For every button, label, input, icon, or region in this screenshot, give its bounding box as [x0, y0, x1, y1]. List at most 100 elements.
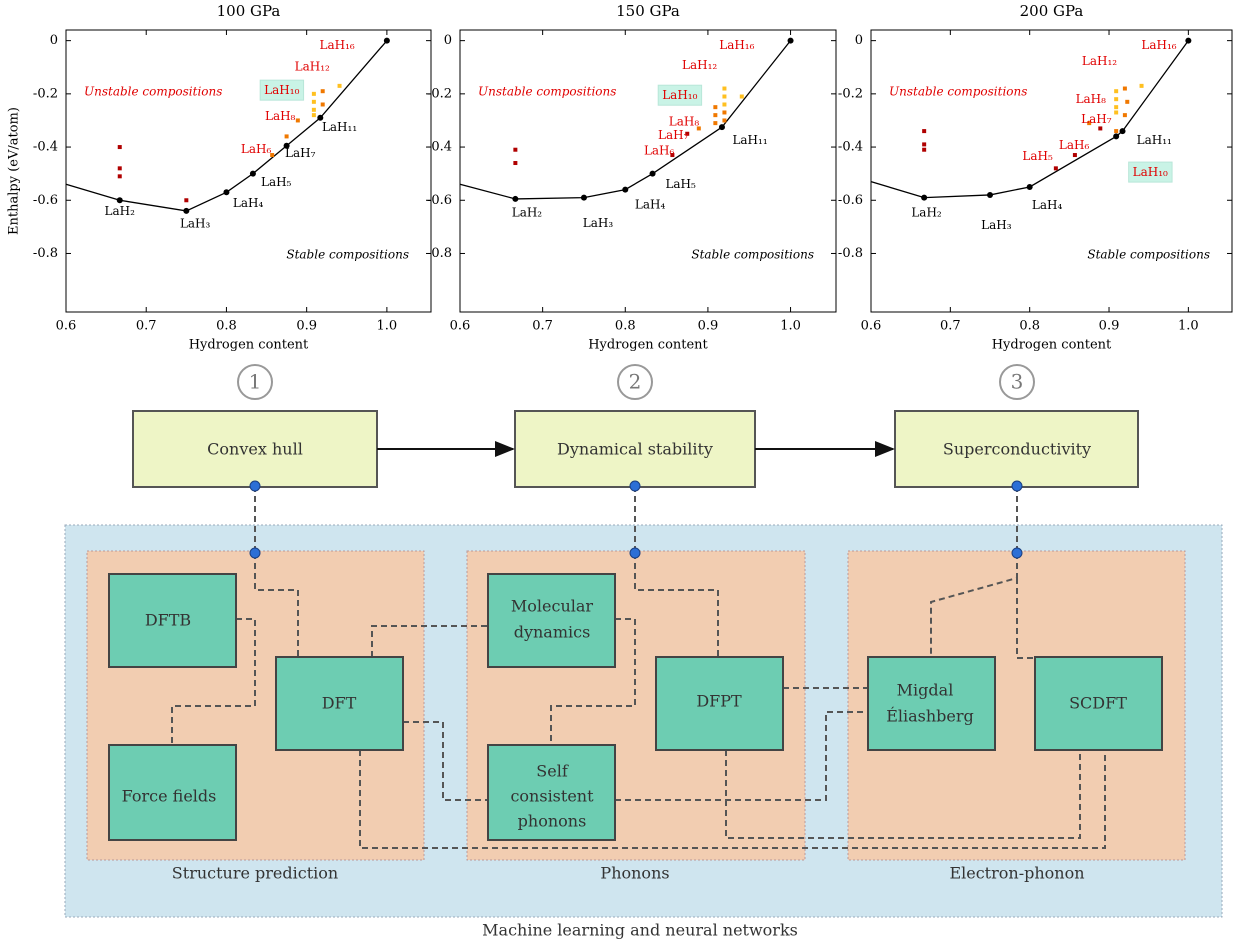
y-axis-label: Enthalpy (eV/atom): [7, 107, 22, 235]
unstable-point: [1122, 113, 1127, 118]
stable-point: [987, 191, 994, 198]
unstable-point: [337, 83, 342, 88]
group-label: Electron-phonon: [949, 864, 1084, 883]
port: [629, 547, 641, 559]
x-tick-label: 0.7: [940, 319, 961, 334]
unstable-point: [685, 131, 690, 136]
node-label: Migdal: [897, 681, 954, 700]
unstable-point: [922, 147, 927, 152]
stage-label: Convex hull: [207, 440, 303, 459]
region-label: Unstable compositions: [84, 85, 222, 99]
unstable-point: [270, 153, 275, 158]
unstable-point: [1053, 166, 1058, 171]
port: [1011, 480, 1023, 492]
compound-label: LaH₄: [635, 197, 666, 211]
unstable-point: [722, 110, 727, 115]
x-axis-label: Hydrogen content: [588, 338, 708, 353]
step-number: 3: [1011, 370, 1024, 394]
connector: [371, 625, 488, 657]
step-number: 1: [249, 370, 262, 394]
unstable-point: [1087, 121, 1092, 126]
compound-label: LaH₁₂: [1082, 54, 1117, 68]
y-tick-label: 0: [855, 33, 863, 48]
stable-point: [649, 170, 656, 177]
compound-label: LaH₂: [105, 204, 136, 218]
node-label: DFTB: [145, 611, 191, 630]
compound-label: LaH₁₀: [662, 88, 697, 102]
compound-label: LaH₄: [233, 196, 264, 210]
x-tick-label: 0.6: [861, 319, 882, 334]
method-node: [108, 744, 237, 841]
region-label: Stable compositions: [1087, 248, 1210, 262]
region-label: Stable compositions: [691, 248, 814, 262]
compound-label: LaH₂: [512, 205, 543, 219]
connector: [615, 711, 868, 801]
stable-point: [317, 114, 324, 121]
unstable-point: [1114, 129, 1119, 134]
x-tick-label: 1.0: [780, 319, 801, 334]
node-label: Molecular: [511, 597, 594, 616]
node-label: dynamics: [514, 623, 591, 642]
chart-title: 200 GPa: [1020, 2, 1084, 20]
connector: [403, 721, 488, 801]
region-label: Unstable compositions: [889, 85, 1027, 99]
y-tick-label: 0: [50, 33, 58, 48]
stable-point: [1113, 133, 1120, 140]
x-tick-label: 0.8: [1019, 319, 1040, 334]
region-label: Stable compositions: [286, 248, 409, 262]
compound-label: LaH₈: [669, 114, 700, 128]
stable-point: [223, 189, 230, 196]
stable-point: [116, 197, 123, 204]
port: [629, 480, 641, 492]
compound-label: LaH₅: [1022, 149, 1053, 163]
stable-point: [1119, 128, 1126, 135]
compound-label: LaH₆: [241, 142, 272, 156]
stable-point: [1185, 37, 1192, 44]
step-number: 2: [629, 370, 642, 394]
compound-label: LaH₅: [261, 175, 292, 189]
y-tick-label: -0.6: [33, 193, 58, 208]
plot-frame: [459, 29, 837, 313]
method-node: [487, 573, 616, 668]
stable-point: [580, 194, 587, 201]
unstable-point: [713, 121, 718, 126]
compound-label: LaH₅: [665, 177, 696, 191]
y-tick-label: -0.2: [33, 86, 58, 101]
group-label: Phonons: [600, 864, 669, 883]
y-tick-label: -0.8: [427, 246, 452, 261]
unstable-point: [1122, 86, 1127, 91]
unstable-point: [722, 102, 727, 107]
label-highlight: [1128, 161, 1173, 183]
x-tick-label: 0.7: [136, 319, 157, 334]
y-tick-label: -0.8: [838, 246, 863, 261]
unstable-point: [184, 198, 189, 203]
y-tick-label: -0.4: [838, 140, 863, 155]
compound-label: LaH₆: [644, 143, 675, 157]
stable-point: [1026, 183, 1033, 190]
node-label: DFPT: [696, 692, 742, 711]
stable-point: [183, 207, 190, 214]
compound-label: LaH₁₀: [264, 83, 299, 97]
hull-line: [65, 40, 388, 212]
unstable-point: [1139, 83, 1144, 88]
compound-label: LaH₁₂: [295, 60, 330, 74]
port: [249, 480, 261, 492]
unstable-point: [311, 91, 316, 96]
method-node: [487, 744, 616, 841]
x-tick-label: 0.9: [698, 319, 719, 334]
unstable-point: [1114, 110, 1119, 115]
node-label: Self: [536, 762, 569, 781]
step-circle: [237, 364, 273, 400]
connectors: [171, 486, 1106, 849]
stable-point: [787, 37, 794, 44]
connector: [930, 553, 1018, 657]
y-tick-label: -0.8: [33, 246, 58, 261]
compound-label: LaH₇: [658, 128, 689, 142]
unstable-point: [1125, 99, 1130, 104]
x-tick-label: 0.9: [296, 319, 317, 334]
unstable-point: [513, 147, 518, 152]
unstable-point: [922, 129, 927, 134]
compound-label: LaH₈: [265, 109, 296, 123]
compound-label: LaH₁₀: [1133, 165, 1168, 179]
